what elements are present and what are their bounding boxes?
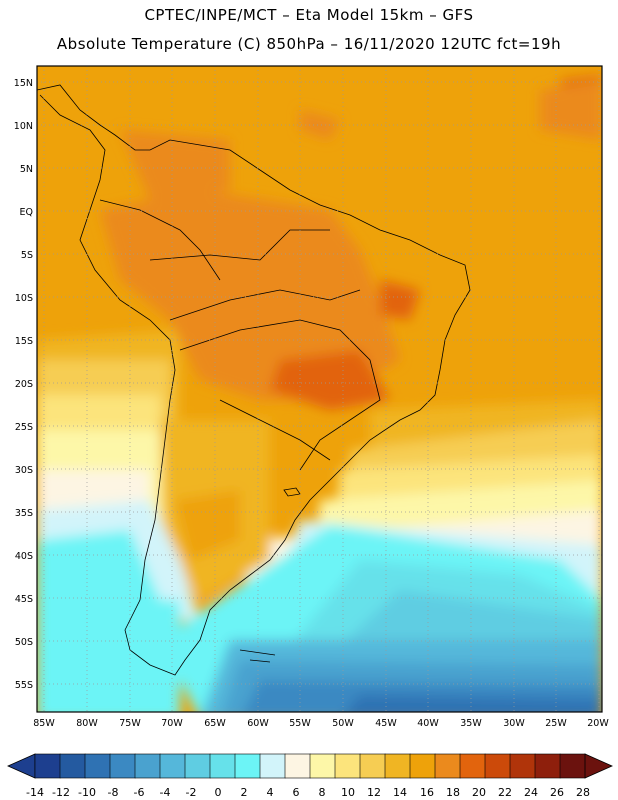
lat-label: 25S: [15, 422, 33, 433]
colorbar-label: -10: [78, 786, 96, 799]
title-line-2: Absolute Temperature (C) 850hPa – 16/11/…: [56, 35, 562, 53]
lat-label: 45S: [15, 594, 33, 605]
lat-label: 20S: [15, 379, 33, 390]
lon-label: 80W: [76, 718, 98, 729]
lon-label: 45W: [375, 718, 397, 729]
lat-label: 40S: [15, 551, 33, 562]
map-frame: [36, 65, 603, 713]
colorbar-label: 0: [215, 786, 222, 799]
colorbar-label: 20: [472, 786, 486, 799]
lon-label: 30W: [503, 718, 525, 729]
colorbar-swatch: [359, 753, 386, 779]
lat-label: 55S: [15, 680, 33, 691]
lon-label: 55W: [289, 718, 311, 729]
lon-label: 25W: [545, 718, 567, 729]
lon-label: 85W: [33, 718, 55, 729]
lon-label: 60W: [247, 718, 269, 729]
colorbar-label: 18: [446, 786, 460, 799]
colorbar-overflow-arrow: [584, 753, 613, 779]
lat-label: 50S: [15, 637, 33, 648]
temperature-field: [37, 66, 602, 712]
colorbar-label: 4: [267, 786, 274, 799]
lat-label: 15N: [14, 78, 33, 89]
lat-label: EQ: [20, 207, 33, 218]
colorbar-label: -4: [160, 786, 171, 799]
colorbar-label: 14: [393, 786, 407, 799]
colorbar-swatch: [309, 753, 336, 779]
lon-label: 65W: [204, 718, 226, 729]
colorbar-swatch: [284, 753, 311, 779]
lat-label: 10S: [15, 293, 33, 304]
lon-label: 75W: [119, 718, 141, 729]
colorbar-swatch: [434, 753, 461, 779]
colorbar-swatch: [484, 753, 511, 779]
colorbar-label: 22: [498, 786, 512, 799]
lat-label: 30S: [15, 465, 33, 476]
colorbar-swatch: [334, 753, 361, 779]
latitude-labels: 15N 10N 5N EQ 5S 10S 15S 20S 25S 30S 35S…: [14, 78, 33, 691]
colorbar-label: 24: [524, 786, 538, 799]
lon-label: 40W: [417, 718, 439, 729]
colorbar-label: -2: [186, 786, 197, 799]
colorbar-label: -12: [52, 786, 70, 799]
lon-label: 50W: [332, 718, 354, 729]
colorbar-swatch: [159, 753, 186, 779]
colorbar-swatch: [209, 753, 236, 779]
colorbar-label: 2: [241, 786, 248, 799]
lat-label: 5S: [21, 250, 33, 261]
colorbar-swatch: [559, 753, 586, 779]
lon-label: 35W: [460, 718, 482, 729]
colorbar-label: 12: [367, 786, 381, 799]
title-line-1: CPTEC/INPE/MCT – Eta Model 15km – GFS: [144, 6, 474, 24]
coastlines: [37, 84, 471, 676]
colorbar-swatch: [384, 753, 411, 779]
colorbar-underflow-arrow: [7, 753, 36, 779]
colorbar-swatch: [234, 753, 261, 779]
colorbar-swatch: [534, 753, 561, 779]
colorbar-label: -14: [26, 786, 44, 799]
lat-label: 35S: [15, 508, 33, 519]
colorbar-swatch: [134, 753, 161, 779]
colorbar: -14 -12 -10 -8 -6 -4 -2 0 2 4 6 8 10 12 …: [7, 753, 613, 799]
colorbar-swatch: [184, 753, 211, 779]
lat-label: 10N: [14, 121, 33, 132]
longitude-labels: 85W 80W 75W 70W 65W 60W 55W 50W 45W 40W …: [33, 718, 609, 729]
colorbar-swatch: [59, 753, 86, 779]
colorbar-label: 6: [293, 786, 300, 799]
colorbar-swatch: [84, 753, 111, 779]
colorbar-label: 26: [550, 786, 564, 799]
colorbar-swatch: [409, 753, 436, 779]
lat-label: 5N: [20, 164, 33, 175]
colorbar-label: -8: [108, 786, 119, 799]
colorbar-swatches: [34, 753, 586, 779]
colorbar-swatch: [109, 753, 136, 779]
lat-label: 15S: [15, 336, 33, 347]
colorbar-label: 10: [341, 786, 355, 799]
colorbar-labels: -14 -12 -10 -8 -6 -4 -2 0 2 4 6 8 10 12 …: [26, 786, 590, 799]
colorbar-swatch: [34, 753, 61, 779]
colorbar-label: -6: [134, 786, 145, 799]
lon-label: 70W: [161, 718, 183, 729]
colorbar-label: 28: [576, 786, 590, 799]
colorbar-swatch: [259, 753, 286, 779]
lon-label: 20W: [587, 718, 609, 729]
colorbar-swatch: [509, 753, 536, 779]
colorbar-swatch: [459, 753, 486, 779]
colorbar-label: 16: [420, 786, 434, 799]
colorbar-label: 8: [319, 786, 326, 799]
